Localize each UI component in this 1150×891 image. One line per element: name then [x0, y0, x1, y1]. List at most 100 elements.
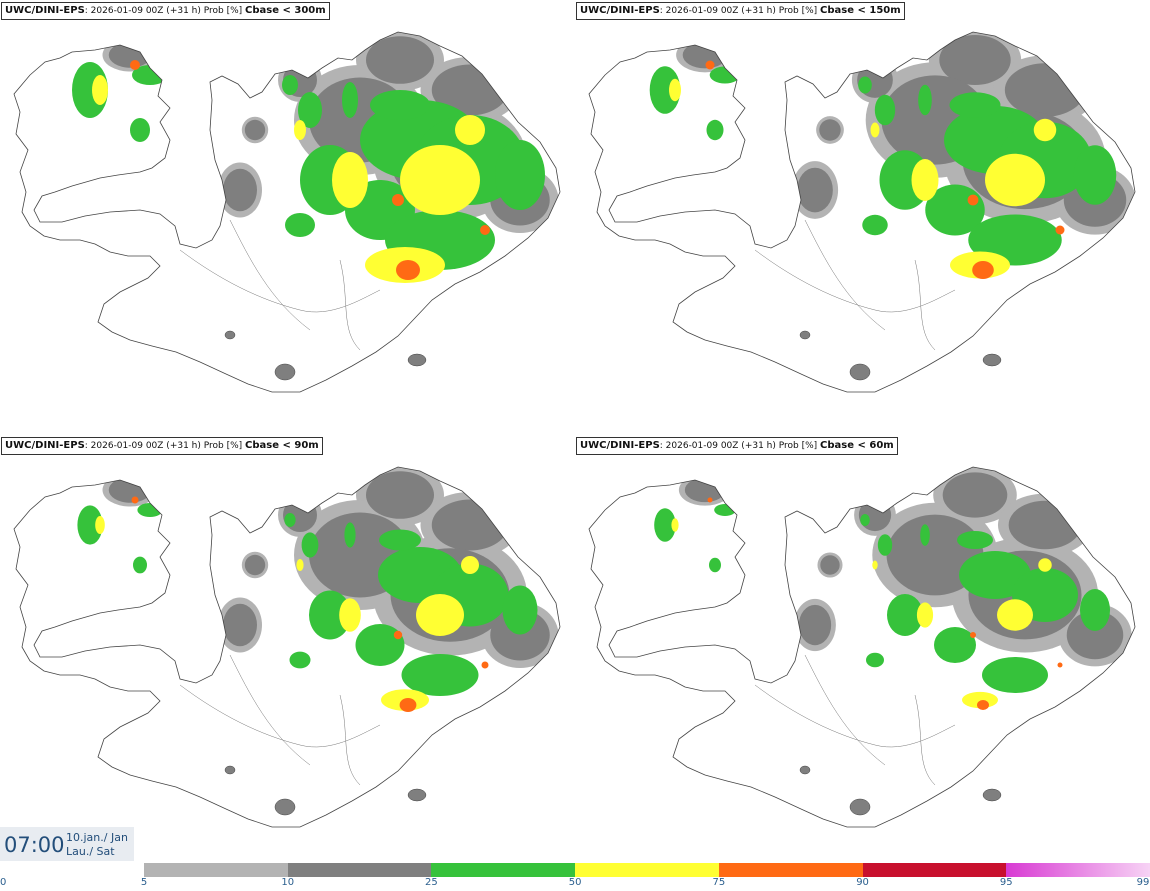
probability-area: [133, 556, 147, 574]
probability-area: [480, 225, 490, 235]
legend-color-segment: [575, 863, 720, 877]
probability-area: [495, 140, 545, 210]
legend-color-segment: [1006, 863, 1150, 877]
probability-area: [684, 477, 726, 503]
probability-area: [370, 90, 430, 120]
probability-area: [1066, 610, 1124, 660]
probability-area: [629, 646, 641, 654]
glacier-area: [224, 765, 236, 775]
map-panel-cbase-300m: UWC/DINI-EPS: 2026-01-09 00Z (+31 h) Pro…: [0, 0, 575, 435]
probability-area: [872, 560, 878, 570]
probability-area: [860, 514, 870, 526]
field-name: Cbase < 150m: [820, 5, 901, 16]
contour-line: [754, 684, 956, 748]
probability-area: [967, 194, 979, 206]
probability-area: [158, 608, 192, 642]
probability-area: [223, 168, 257, 212]
probability-area: [732, 172, 768, 208]
model-name: UWC/DINI-EPS: [5, 440, 85, 451]
model-name: UWC/DINI-EPS: [5, 5, 85, 16]
coastline: [13, 31, 561, 393]
probability-area: [705, 60, 715, 70]
probability-area: [223, 603, 257, 647]
probability-area: [130, 60, 140, 70]
probability-area: [53, 645, 67, 655]
glacier-area: [407, 353, 427, 367]
probability-area: [942, 472, 1008, 518]
probability-area: [874, 94, 896, 126]
probability-area: [366, 471, 434, 519]
iceland-probability-map: [13, 31, 561, 393]
probability-area: [709, 66, 741, 84]
probability-area: [379, 529, 421, 551]
coastline: [13, 466, 561, 828]
map-panel-cbase-90m: UWC/DINI-EPS: 2026-01-09 00Z (+31 h) Pro…: [0, 435, 575, 870]
probability-area: [797, 167, 833, 213]
probability-area: [962, 691, 998, 709]
glacier-area: [407, 788, 427, 802]
probability-area: [400, 145, 480, 215]
legend-tick-label: 95: [999, 877, 1013, 888]
probability-area: [294, 120, 306, 140]
legend-tick-label: 5: [140, 877, 148, 888]
valid-date-line2: Lau./ Sat: [66, 845, 115, 858]
color-legend-bar: [144, 863, 1150, 877]
probability-area: [399, 698, 417, 712]
probability-area: [977, 700, 989, 710]
probability-area: [431, 499, 509, 551]
probability-area: [393, 630, 403, 640]
probability-area: [669, 78, 681, 102]
probability-layer: [629, 467, 1132, 710]
probability-area: [502, 585, 538, 635]
probability-area: [284, 513, 296, 527]
probability-area: [1057, 662, 1063, 668]
probability-area: [939, 35, 1011, 85]
probability-area: [396, 260, 420, 280]
panel-title: UWC/DINI-EPS: 2026-01-09 00Z (+31 h) Pro…: [1, 437, 323, 455]
contour-line: [914, 259, 936, 351]
glacier-area: [799, 765, 811, 775]
probability-area: [911, 159, 939, 201]
probability-layer: [626, 32, 1135, 279]
probability-area: [50, 209, 70, 221]
contour-line: [229, 219, 311, 331]
probability-area: [401, 654, 479, 696]
contour-line: [804, 654, 886, 766]
probability-area: [1008, 500, 1082, 550]
glacier-area: [274, 363, 296, 381]
panel-title: UWC/DINI-EPS: 2026-01-09 00Z (+31 h) Pro…: [1, 2, 330, 20]
probability-area: [734, 609, 766, 641]
probability-area: [77, 505, 103, 545]
probability-area: [1033, 118, 1057, 142]
contour-line: [179, 684, 381, 748]
probability-area: [736, 176, 764, 204]
probability-area: [959, 551, 1031, 599]
legend-color-segment: [431, 863, 576, 877]
model-name: UWC/DINI-EPS: [580, 5, 660, 16]
probability-area: [654, 508, 676, 542]
glacier-area: [849, 798, 871, 816]
probability-area: [342, 82, 358, 118]
probability-area: [707, 497, 713, 503]
field-name: Cbase < 90m: [245, 440, 319, 451]
probability-area: [858, 76, 872, 94]
contour-line: [339, 694, 361, 786]
glacier-area: [982, 353, 1002, 367]
valid-date-line1: 10.jan./ Jan: [66, 831, 128, 844]
legend-tick-label: 50: [568, 877, 582, 888]
model-name: UWC/DINI-EPS: [580, 440, 660, 451]
probability-area: [301, 532, 319, 558]
valid-time-box: 07:00 10.jan./ Jan Lau./ Sat: [0, 827, 134, 861]
probability-area: [131, 496, 139, 504]
panel-title: UWC/DINI-EPS: 2026-01-09 00Z (+31 h) Pro…: [576, 2, 905, 20]
legend-tick-label: 10: [281, 877, 295, 888]
probability-area: [682, 41, 728, 69]
probability-area: [282, 75, 298, 95]
probability-area: [997, 599, 1033, 631]
field-name: Cbase < 300m: [245, 5, 326, 16]
run-info: : 2026-01-09 00Z (+31 h) Prob [%]: [659, 6, 818, 16]
legend-color-segment: [144, 863, 289, 877]
probability-area: [920, 524, 930, 546]
probability-area: [626, 209, 644, 221]
coastline: [588, 466, 1136, 828]
